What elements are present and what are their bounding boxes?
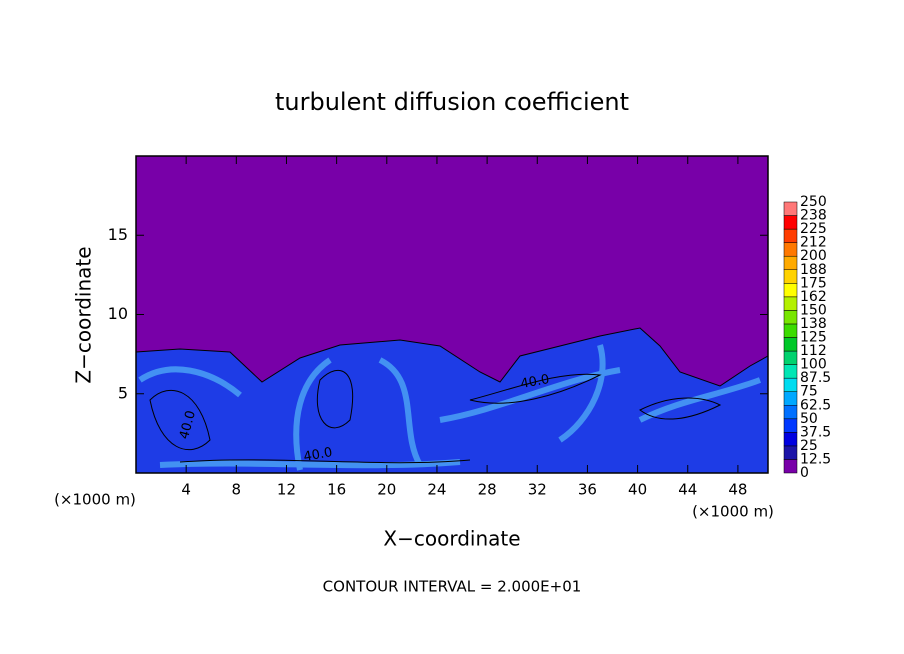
colorbar-box (783, 350, 798, 365)
x-tick-label: 12 (277, 481, 296, 499)
colorbar-label: 0 (800, 465, 809, 481)
colorbar-box (783, 459, 798, 474)
colorbar-label: 225 (800, 221, 827, 237)
colorbar-box (783, 337, 798, 352)
contour-lines (149, 370, 722, 464)
x-tick-label: 16 (327, 481, 346, 499)
colorbar-box (783, 405, 798, 420)
x-unit-label: (×1000 m) (54, 491, 136, 509)
contour-label: 40.0 (302, 445, 333, 465)
colorbar-box (783, 391, 798, 406)
colorbar-box (783, 296, 798, 311)
x-tick-label: 32 (528, 481, 547, 499)
colorbar-label: 100 (800, 357, 827, 373)
x-tick-label: 48 (728, 481, 747, 499)
colorbar-box (783, 445, 798, 460)
colorbar-label: 238 (800, 208, 827, 224)
colorbar-label: 212 (800, 235, 827, 251)
x-unit-label: (×1000 m) (692, 503, 774, 521)
colorbar-label: 150 (800, 302, 827, 318)
x-tick-label: 20 (377, 481, 396, 499)
colorbar-label: 75 (800, 384, 818, 400)
colorbar-box (783, 323, 798, 338)
x-tick-label: 44 (678, 481, 697, 499)
chart-title: turbulent diffusion coefficient (275, 88, 629, 116)
colorbar-box (783, 228, 798, 243)
colorbar-box (783, 377, 798, 392)
colorbar-label: 37.5 (800, 424, 831, 440)
colorbar-box (783, 201, 798, 216)
colorbar-label: 162 (800, 289, 827, 305)
x-tick-label: 36 (578, 481, 597, 499)
y-axis-label: Z−coordinate (72, 246, 96, 383)
x-tick-label: 28 (478, 481, 497, 499)
colorbar-label: 125 (800, 330, 827, 346)
colorbar-label: 12.5 (800, 451, 831, 467)
x-tick-label: 40 (628, 481, 647, 499)
colorbar-label: 62.5 (800, 397, 831, 413)
colorbar-box (783, 283, 798, 298)
colorbar-box (783, 269, 798, 284)
colorbar-box (783, 364, 798, 379)
contour-label: 40.0 (519, 372, 550, 392)
colorbar-box (783, 432, 798, 447)
colorbar-box (783, 215, 798, 230)
x-axis-label: X−coordinate (383, 527, 520, 551)
x-tick-label: 8 (232, 481, 242, 499)
colorbar-label: 188 (800, 262, 827, 278)
colorbar-label: 112 (800, 343, 827, 359)
colorbar-label: 138 (800, 316, 827, 332)
y-tick-label: 15 (108, 225, 128, 244)
field-streaks (138, 344, 762, 471)
colorbar-label: 87.5 (800, 370, 831, 386)
colorbar-box (783, 242, 798, 257)
x-tick-label: 4 (181, 481, 191, 499)
colorbar-label: 175 (800, 275, 827, 291)
colorbar-label: 250 (800, 194, 827, 210)
colorbar-box (783, 418, 798, 433)
contour-label: 40.0 (177, 409, 199, 441)
colorbar-box (783, 255, 798, 271)
y-tick-label: 10 (108, 304, 128, 323)
colorbar-label: 25 (800, 438, 818, 454)
colorbar-box (783, 310, 798, 325)
footnote: CONTOUR INTERVAL = 2.000E+01 (323, 578, 582, 596)
y-tick-label: 5 (118, 383, 128, 402)
colorbar-label: 50 (800, 411, 818, 427)
x-tick-label: 24 (427, 481, 446, 499)
colorbar-label: 200 (800, 248, 827, 264)
